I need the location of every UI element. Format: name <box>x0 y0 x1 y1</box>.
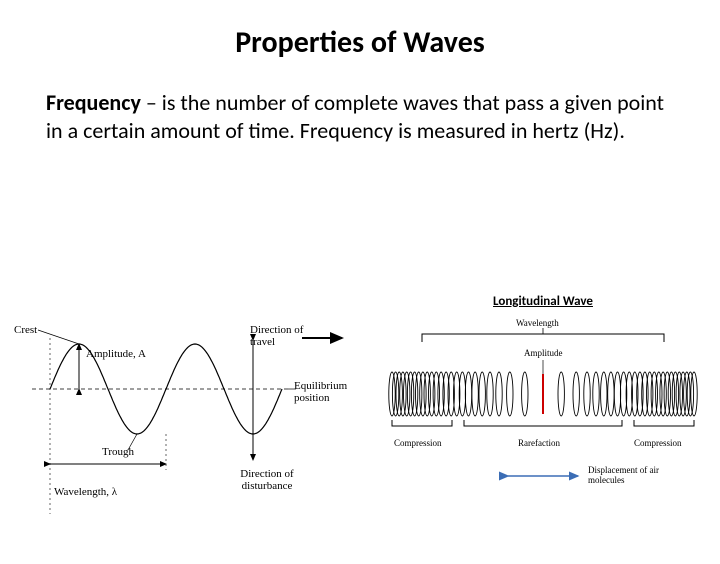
diagrams-area: Crest Amplitude, A Trough Wavelength, λ … <box>0 294 720 544</box>
transverse-diagram: Crest Amplitude, A Trough Wavelength, λ … <box>12 294 362 514</box>
label-compression-right: Compression <box>634 438 682 448</box>
label-rarefaction: Rarefaction <box>518 438 560 448</box>
label-compression-left: Compression <box>394 438 442 448</box>
page-title: Properties of Waves <box>0 24 720 61</box>
label-equilibrium: Equilibrium position <box>294 380 354 404</box>
label-direction-travel: Direction of travel <box>250 324 320 348</box>
label-long-wavelength: Wavelength <box>516 318 559 328</box>
label-displacement: Displacement of air molecules <box>588 466 678 486</box>
label-direction-disturb: Direction of disturbance <box>232 468 302 492</box>
label-amplitude: Amplitude, A <box>86 348 146 360</box>
label-trough: Trough <box>102 446 134 458</box>
label-crest: Crest <box>14 324 37 336</box>
label-wavelength: Wavelength, λ <box>54 486 117 498</box>
label-long-amplitude: Amplitude <box>524 348 563 358</box>
definition-paragraph: Frequency – is the number of complete wa… <box>46 89 674 144</box>
longitudinal-diagram: Longitudinal Wave Wavelength Amplitude C… <box>378 294 708 514</box>
definition-term: Frequency <box>46 89 141 116</box>
